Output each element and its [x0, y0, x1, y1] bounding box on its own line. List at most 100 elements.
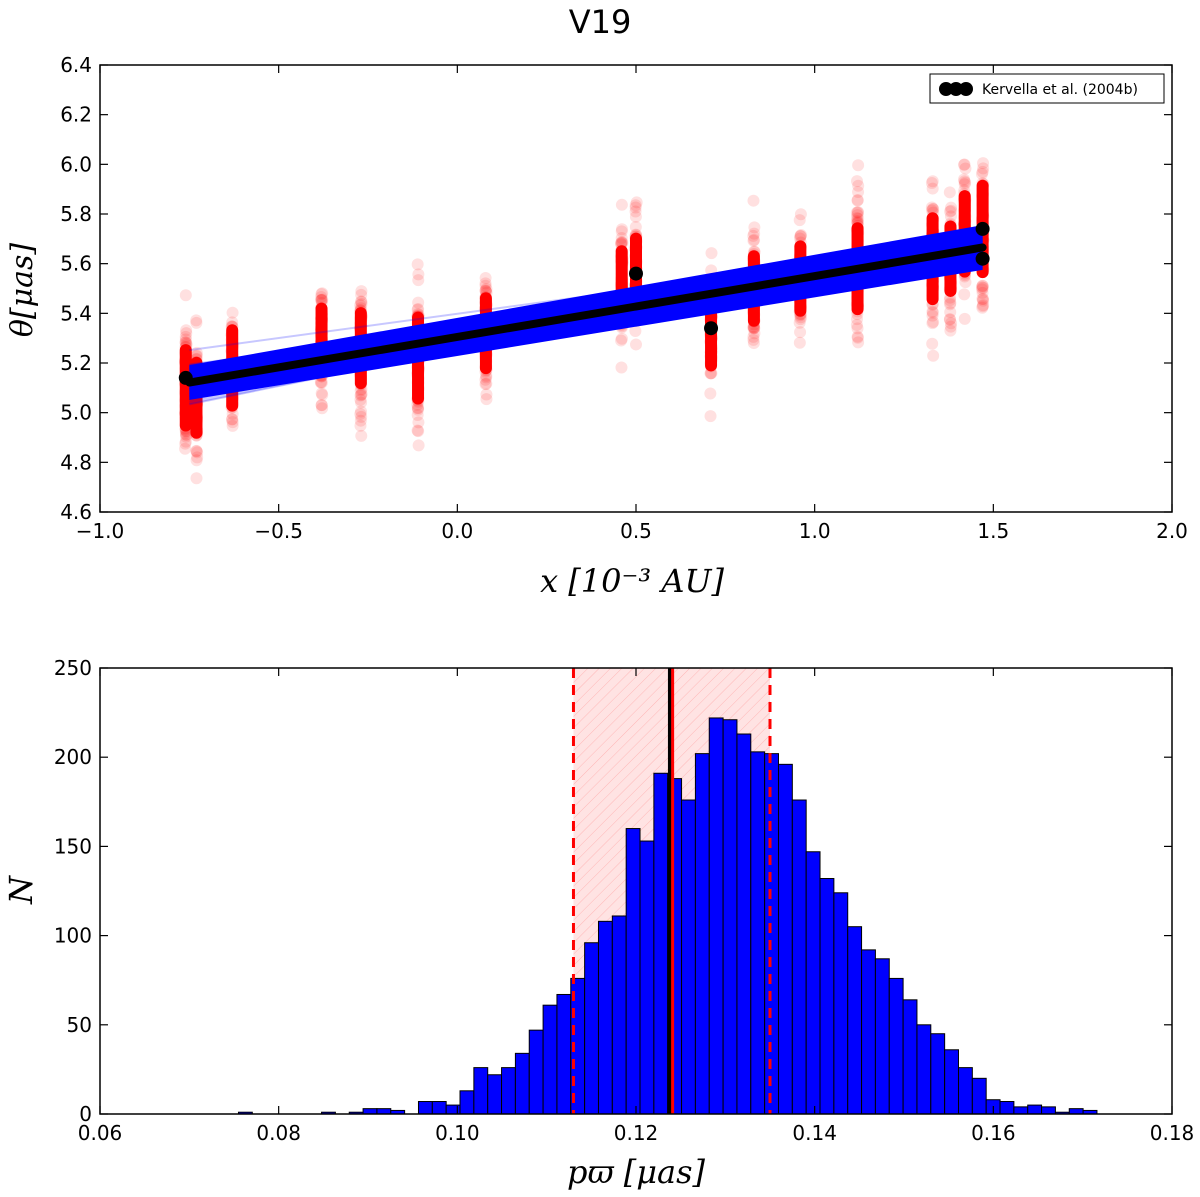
mc-point — [412, 416, 425, 429]
y-tick-label: 150 — [54, 834, 92, 858]
mc-point — [412, 403, 425, 416]
histogram-panel: 0.06 0.08 0.10 0.12 0.14 0.16 0.18 0 50 100 150 200… — [2, 656, 1194, 1191]
x-tick-label: 0.14 — [792, 1121, 837, 1145]
mc-point — [615, 223, 628, 236]
mc-point — [190, 316, 203, 329]
histogram-bar — [847, 926, 863, 1114]
mc-point — [316, 293, 329, 306]
mc-point — [480, 393, 493, 406]
mc-point — [958, 173, 971, 186]
mc-point — [926, 202, 939, 215]
histogram-bar — [819, 878, 835, 1114]
x-axis-label: pϖ [μas] — [567, 1153, 706, 1191]
mc-point — [615, 236, 628, 249]
mc-point — [944, 210, 957, 223]
x-tick-label: −1.0 — [76, 519, 125, 543]
x-tick-label: 0.18 — [1150, 1121, 1195, 1145]
mc-point — [852, 179, 865, 192]
mc-point — [976, 286, 989, 299]
mc-point — [315, 399, 328, 412]
mc-point — [315, 290, 328, 303]
mc-point — [615, 236, 628, 249]
mc-point — [793, 214, 806, 227]
mc-point — [748, 327, 761, 340]
x-tick-label: 2.0 — [1156, 519, 1188, 543]
mc-point — [958, 158, 971, 171]
mc-point — [958, 158, 971, 171]
histogram-bar — [445, 1104, 461, 1114]
histogram-bars — [237, 717, 1098, 1114]
mc-point — [191, 446, 204, 459]
axis-ticks: 0.06 0.08 0.10 0.12 0.14 0.16 0.18 0 50 100 150 200… — [54, 656, 1194, 1145]
mc-point — [190, 346, 203, 359]
histogram-bar — [584, 942, 599, 1114]
best-fit-line — [185, 243, 987, 387]
axis-ticks: −1.0 −0.5 0.0 0.5 1.0 1.5 2.0 4.6 4.8 5.0 5.2 5.4 5.… — [60, 53, 1188, 543]
mc-point — [191, 451, 204, 464]
mc-point — [976, 279, 989, 292]
y-tick-label: 6.0 — [60, 152, 92, 176]
x-tick-label: 0.5 — [620, 519, 652, 543]
mc-point — [944, 320, 957, 333]
mc-point — [412, 425, 425, 438]
mc-point — [977, 157, 990, 170]
mc-point — [412, 303, 425, 316]
histogram-bar — [376, 1108, 392, 1114]
mc-point — [480, 283, 493, 296]
mc-point — [480, 377, 493, 390]
y-tick-label: 250 — [54, 656, 92, 680]
histogram-bar — [459, 1090, 475, 1114]
mc-point — [747, 330, 760, 343]
histogram-bar — [1013, 1106, 1029, 1114]
histogram-bar — [473, 1067, 489, 1114]
mc-point — [851, 331, 864, 344]
mc-point — [180, 428, 193, 441]
mc-point — [927, 203, 940, 216]
mc-point — [411, 409, 424, 422]
mc-point — [851, 206, 864, 219]
mc-point — [629, 210, 642, 223]
mc-point — [412, 439, 425, 452]
mc-point — [190, 445, 203, 458]
mc-point — [945, 201, 958, 214]
histogram-bar — [681, 799, 696, 1114]
x-tick-label: 1.0 — [799, 519, 831, 543]
mc-point — [615, 198, 628, 211]
mc-point — [315, 288, 328, 301]
mc-point — [976, 292, 989, 305]
mc-point — [747, 229, 760, 242]
mc-point — [958, 175, 971, 188]
legend: Kervella et al. (2004b) — [929, 73, 1165, 104]
mc-point — [944, 296, 957, 309]
mc-point — [925, 201, 938, 214]
mc-point — [479, 272, 492, 285]
mc-point — [959, 162, 972, 175]
mc-point — [615, 334, 628, 347]
mc-point — [355, 396, 368, 409]
histogram-bar — [708, 717, 724, 1114]
mc-point — [315, 376, 328, 389]
histogram-bar — [1082, 1109, 1098, 1114]
histogram-bar — [639, 840, 655, 1114]
y-axis-label: N — [2, 875, 40, 905]
mc-point — [190, 454, 203, 467]
histogram-bar — [750, 751, 766, 1114]
histogram-bar — [362, 1108, 378, 1114]
mc-point — [943, 313, 956, 326]
mc-point — [479, 279, 492, 292]
y-tick-label: 4.6 — [60, 500, 92, 524]
mc-point — [793, 336, 806, 349]
mc-point — [316, 287, 329, 300]
mc-point — [615, 225, 628, 238]
observation-point — [704, 321, 719, 336]
histogram-bar — [930, 1033, 946, 1114]
histogram-bar — [874, 958, 890, 1114]
mc-point — [629, 199, 642, 212]
mc-point — [852, 212, 865, 225]
mc-point — [851, 322, 864, 335]
mc-point — [629, 201, 642, 214]
mc-point — [226, 413, 239, 426]
mc-point — [411, 424, 424, 437]
histogram-bar — [957, 1067, 973, 1114]
